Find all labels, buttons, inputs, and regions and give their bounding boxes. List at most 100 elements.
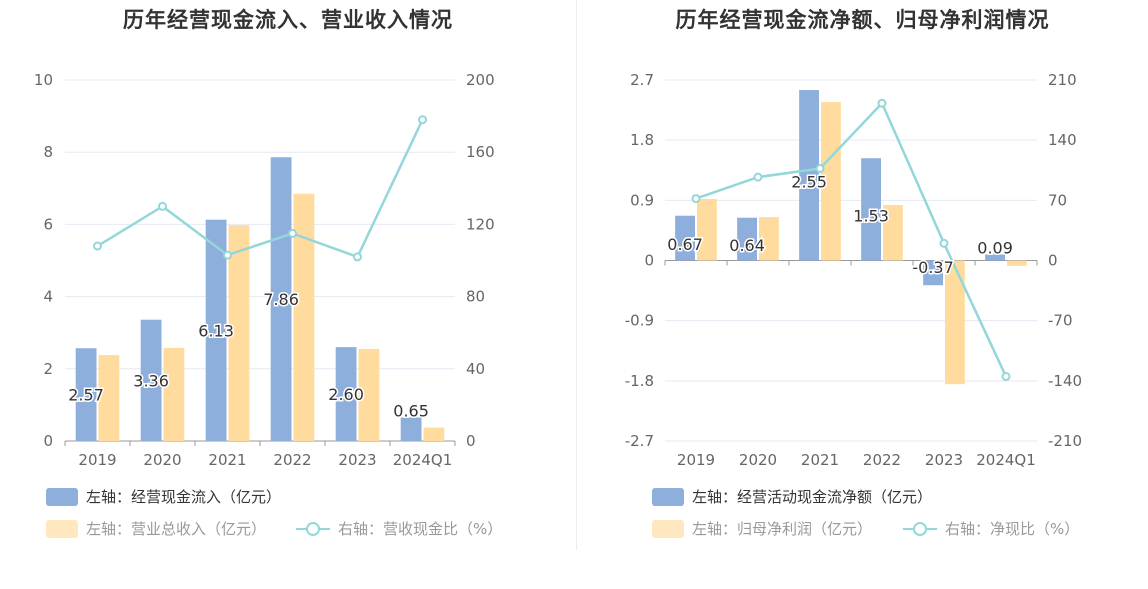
bar-series-2 [98, 355, 120, 441]
data-label: 2.60 [328, 385, 364, 404]
right-axis-tick-label: 140 [1048, 131, 1077, 149]
legend-item-series-3[interactable]: 右轴：营收现金比（%） [296, 518, 502, 539]
bar-series-2 [423, 427, 445, 441]
x-axis-category-label: 2021 [208, 451, 246, 469]
legend-item-series-1[interactable]: 左轴：经营活动现金流净额（亿元） [652, 486, 932, 507]
line-point [93, 241, 102, 251]
x-axis-category-label: 2022 [273, 451, 311, 469]
chart-canvas: -2.7 -1.8 -0.9 0 0.9 1.8 2.7 -210 -140 -70 0 70 140 2… [625, 71, 1082, 469]
legend-item-series-3[interactable]: 右轴：净现比（%） [903, 518, 1079, 539]
right-axis-tick-label: 200 [466, 71, 495, 89]
chart-title: 历年经营现金流净额、归母净利润情况 [675, 8, 1050, 32]
left-axis-tick-label: 8 [43, 143, 53, 161]
bar-series-1 [140, 319, 162, 441]
bar-series-2 [759, 217, 779, 261]
x-axis-category-label: 2022 [863, 451, 901, 469]
line-point [815, 164, 825, 174]
legend-swatch [46, 519, 78, 538]
chart-panel-netcash-profit: 历年经营现金流净额、归母净利润情况 -2.7 -1.8 -0.9 0 0.9 1.8 2.7… [577, 0, 1148, 560]
legend-label: 左轴：经营现金流入（亿元） [86, 488, 282, 506]
right-axis-tick-label: -70 [1048, 312, 1073, 330]
data-label: 0.09 [977, 238, 1013, 257]
data-label: 2.55 [791, 172, 827, 191]
right-axis-tick-label: 40 [466, 360, 485, 378]
bar-series-2 [358, 348, 380, 441]
line-point [158, 201, 167, 211]
bar-series-1 [861, 158, 881, 261]
right-axis-tick-label: -210 [1048, 432, 1082, 450]
bar-series-2 [1007, 260, 1027, 266]
left-axis-tick-label: -0.9 [625, 312, 654, 330]
legend-swatch [46, 487, 78, 506]
data-label: 1.53 [853, 206, 889, 225]
panel-divider [576, 0, 577, 550]
line-point [753, 172, 763, 182]
right-axis-tick-label: 210 [1048, 71, 1077, 89]
chart-canvas: 0 2 4 6 8 10 0 40 80 120 160 200 2019 2020 2021 2022 202… [34, 71, 495, 469]
data-label: 2.57 [68, 386, 104, 405]
data-label: 0.64 [729, 236, 765, 255]
left-axis-tick-label: 4 [43, 288, 53, 306]
right-axis-tick-label: -140 [1048, 372, 1082, 390]
bar-series-1 [400, 417, 422, 441]
legend-line-marker [903, 520, 937, 538]
data-label: 0.67 [667, 235, 703, 254]
line-point [223, 250, 232, 260]
legend-label: 左轴：归母净利润（亿元） [692, 520, 873, 538]
line-point [288, 228, 297, 238]
chart-panel-cashflow-revenue: 历年经营现金流入、营业收入情况 0 2 4 6 8 10 0 40 80 120 160 200 201… [0, 0, 576, 560]
right-axis-tick-label: 80 [466, 288, 485, 306]
bar-series-1 [737, 217, 757, 261]
line-point [691, 194, 701, 204]
bar-series-2 [228, 225, 250, 441]
left-axis-tick-label: 0 [644, 252, 654, 270]
x-axis-category-label: 2024Q1 [976, 451, 1036, 469]
bar-series-1 [205, 219, 227, 441]
line-point [418, 115, 427, 125]
x-axis-category-label: 2019 [78, 451, 116, 469]
bar-series-2 [697, 198, 717, 261]
left-axis-tick-label: 0.9 [630, 191, 654, 209]
bar-series-2 [945, 260, 965, 385]
bar-series-1 [799, 90, 819, 261]
left-axis-tick-label: 10 [34, 71, 53, 89]
legend-item-series-1[interactable]: 左轴：经营现金流入（亿元） [46, 486, 281, 507]
chart-title: 历年经营现金流入、营业收入情况 [123, 8, 453, 32]
left-axis-tick-label: -2.7 [625, 432, 654, 450]
right-axis-tick-label: 120 [466, 215, 495, 233]
x-axis-category-label: 2024Q1 [393, 451, 453, 469]
bar-series-1 [75, 348, 97, 441]
x-axis-category-label: 2020 [739, 451, 777, 469]
data-label: 7.86 [263, 290, 299, 309]
x-axis-category-label: 2023 [338, 451, 376, 469]
legend-item-series-2[interactable]: 左轴：归母净利润（亿元） [652, 518, 872, 539]
line-point [877, 98, 887, 108]
bar-series-1 [675, 215, 695, 261]
bar-series-1 [270, 157, 292, 441]
legend-swatch [652, 519, 684, 538]
right-axis-tick-label: 0 [466, 432, 476, 450]
bar-series-1 [335, 347, 357, 441]
bar-series-1 [985, 254, 1005, 261]
data-label: 0.65 [393, 402, 429, 421]
x-axis-category-label: 2023 [925, 451, 963, 469]
left-axis-tick-label: 1.8 [630, 131, 654, 149]
line-point [1001, 372, 1011, 382]
right-axis-tick-label: 70 [1048, 191, 1067, 209]
right-axis-tick-label: 0 [1048, 252, 1058, 270]
data-label: 6.13 [198, 321, 234, 340]
legend-label: 左轴：营业总收入（亿元） [86, 520, 267, 538]
line-series-3 [695, 100, 1008, 378]
x-axis-category-label: 2019 [677, 451, 715, 469]
line-point [353, 252, 362, 262]
left-axis-tick-label: 2 [43, 360, 53, 378]
data-label: -0.37 [912, 258, 953, 277]
legend-label: 左轴：经营活动现金流净额（亿元） [692, 488, 933, 506]
right-axis-tick-label: 160 [466, 143, 495, 161]
bar-series-2 [163, 347, 185, 441]
legend-label: 右轴：营收现金比（%） [338, 520, 503, 538]
left-axis-tick-label: 6 [43, 215, 53, 233]
left-axis-tick-label: 0 [43, 432, 53, 450]
bar-series-2 [883, 205, 903, 261]
legend-item-series-2[interactable]: 左轴：营业总收入（亿元） [46, 518, 266, 539]
